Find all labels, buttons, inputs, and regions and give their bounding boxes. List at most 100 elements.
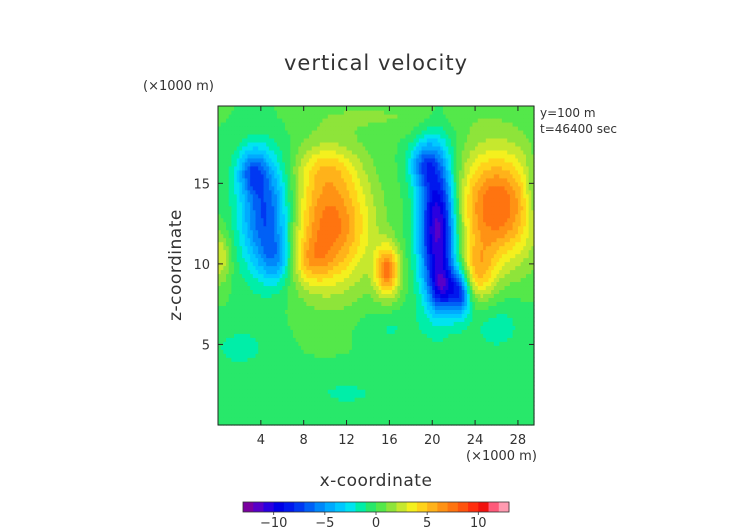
contour-cell: [477, 301, 482, 306]
contour-cell: [392, 265, 396, 271]
contour-cell: [231, 293, 235, 298]
contour-cell: [322, 269, 326, 275]
contour-cell: [389, 341, 393, 346]
contour-cell: [424, 261, 428, 267]
contour-cell: [426, 281, 431, 287]
contour-cell: [421, 381, 425, 386]
contour-cell: [231, 261, 235, 267]
contour-cell: [309, 401, 313, 406]
contour-cell: [268, 341, 273, 346]
contour-cell: [357, 413, 361, 418]
contour-cell: [405, 389, 409, 394]
contour-cell: [421, 313, 425, 318]
contour-cell: [322, 289, 326, 295]
contour-cell: [359, 325, 364, 330]
contour-cell: [493, 293, 498, 298]
contour-cell: [252, 273, 257, 279]
contour-cell: [292, 301, 297, 306]
contour-cell: [384, 377, 388, 382]
contour-cell: [373, 289, 377, 295]
contour-cell: [450, 365, 455, 370]
contour-cell: [378, 365, 382, 370]
contour-cell: [301, 253, 305, 259]
contour-cell: [346, 333, 350, 338]
contour-cell: [472, 413, 476, 418]
contour-cell: [319, 405, 324, 410]
contour-cell: [504, 337, 508, 342]
contour-cell: [389, 385, 393, 390]
contour-cell: [408, 365, 412, 370]
contour-cell: [317, 265, 321, 271]
contour-cell: [341, 365, 345, 370]
contour-cell: [384, 265, 388, 271]
contour-cell: [405, 393, 409, 398]
contour-cell: [413, 285, 417, 291]
contour-cell: [218, 345, 222, 350]
contour-cell: [472, 329, 476, 334]
contour-cell: [400, 401, 404, 406]
contour-cell: [437, 277, 441, 283]
contour-cell: [218, 341, 222, 346]
contour-cell: [276, 349, 281, 354]
contour-cell: [335, 409, 340, 414]
contour-cell: [338, 413, 342, 418]
contour-cell: [255, 413, 259, 418]
contour-cell: [499, 281, 503, 287]
contour-cell: [367, 293, 372, 298]
contour-cell: [228, 273, 232, 279]
contour-cell: [477, 333, 482, 338]
contour-cell: [531, 345, 535, 350]
contour-cell: [343, 317, 348, 322]
contour-cell: [309, 365, 313, 370]
contour-cell: [461, 305, 465, 310]
contour-cell: [266, 289, 270, 295]
contour-cell: [319, 329, 324, 334]
contour-cell: [373, 413, 377, 418]
contour-cell: [295, 349, 299, 354]
contour-cell: [531, 405, 535, 410]
contour-cell: [467, 273, 471, 279]
contour-cell: [351, 421, 356, 426]
contour-cell: [319, 397, 324, 402]
contour-cell: [309, 313, 313, 318]
contour-cell: [319, 325, 324, 330]
contour-cell: [378, 417, 382, 422]
contour-cell: [247, 333, 251, 338]
contour-cell: [365, 405, 369, 410]
contour-cell: [426, 413, 431, 418]
contour-cell: [298, 349, 302, 354]
contour-cell: [418, 357, 423, 362]
contour-cell: [440, 321, 444, 326]
contour-cell: [467, 349, 471, 354]
contour-cell: [421, 269, 425, 275]
contour-cell: [424, 373, 428, 378]
contour-cell: [228, 253, 232, 259]
contour-cell: [292, 405, 297, 410]
contour-cell: [499, 269, 503, 275]
contour-cell: [287, 385, 291, 390]
contour-cell: [469, 373, 474, 378]
contour-cell: [459, 385, 463, 390]
contour-cell: [405, 281, 409, 287]
contour-cell: [330, 277, 334, 283]
contour-cell: [378, 281, 382, 287]
contour-cell: [378, 317, 382, 322]
contour-cell: [405, 409, 409, 414]
contour-cell: [467, 281, 471, 287]
contour-cell: [223, 333, 227, 338]
contour-cell: [365, 269, 369, 275]
contour-cell: [445, 289, 449, 295]
contour-cell: [298, 389, 302, 394]
contour-cell: [354, 397, 358, 402]
contour-cell: [370, 337, 374, 342]
contour-cell: [359, 381, 364, 386]
contour-cell: [244, 261, 249, 267]
contour-cell: [469, 281, 474, 287]
contour-cell: [421, 257, 425, 263]
contour-cell: [362, 265, 366, 271]
contour-cell: [389, 397, 393, 402]
contour-cell: [475, 309, 479, 314]
contour-cell: [322, 349, 326, 354]
contour-cell: [346, 321, 350, 326]
contour-cell: [520, 265, 524, 271]
